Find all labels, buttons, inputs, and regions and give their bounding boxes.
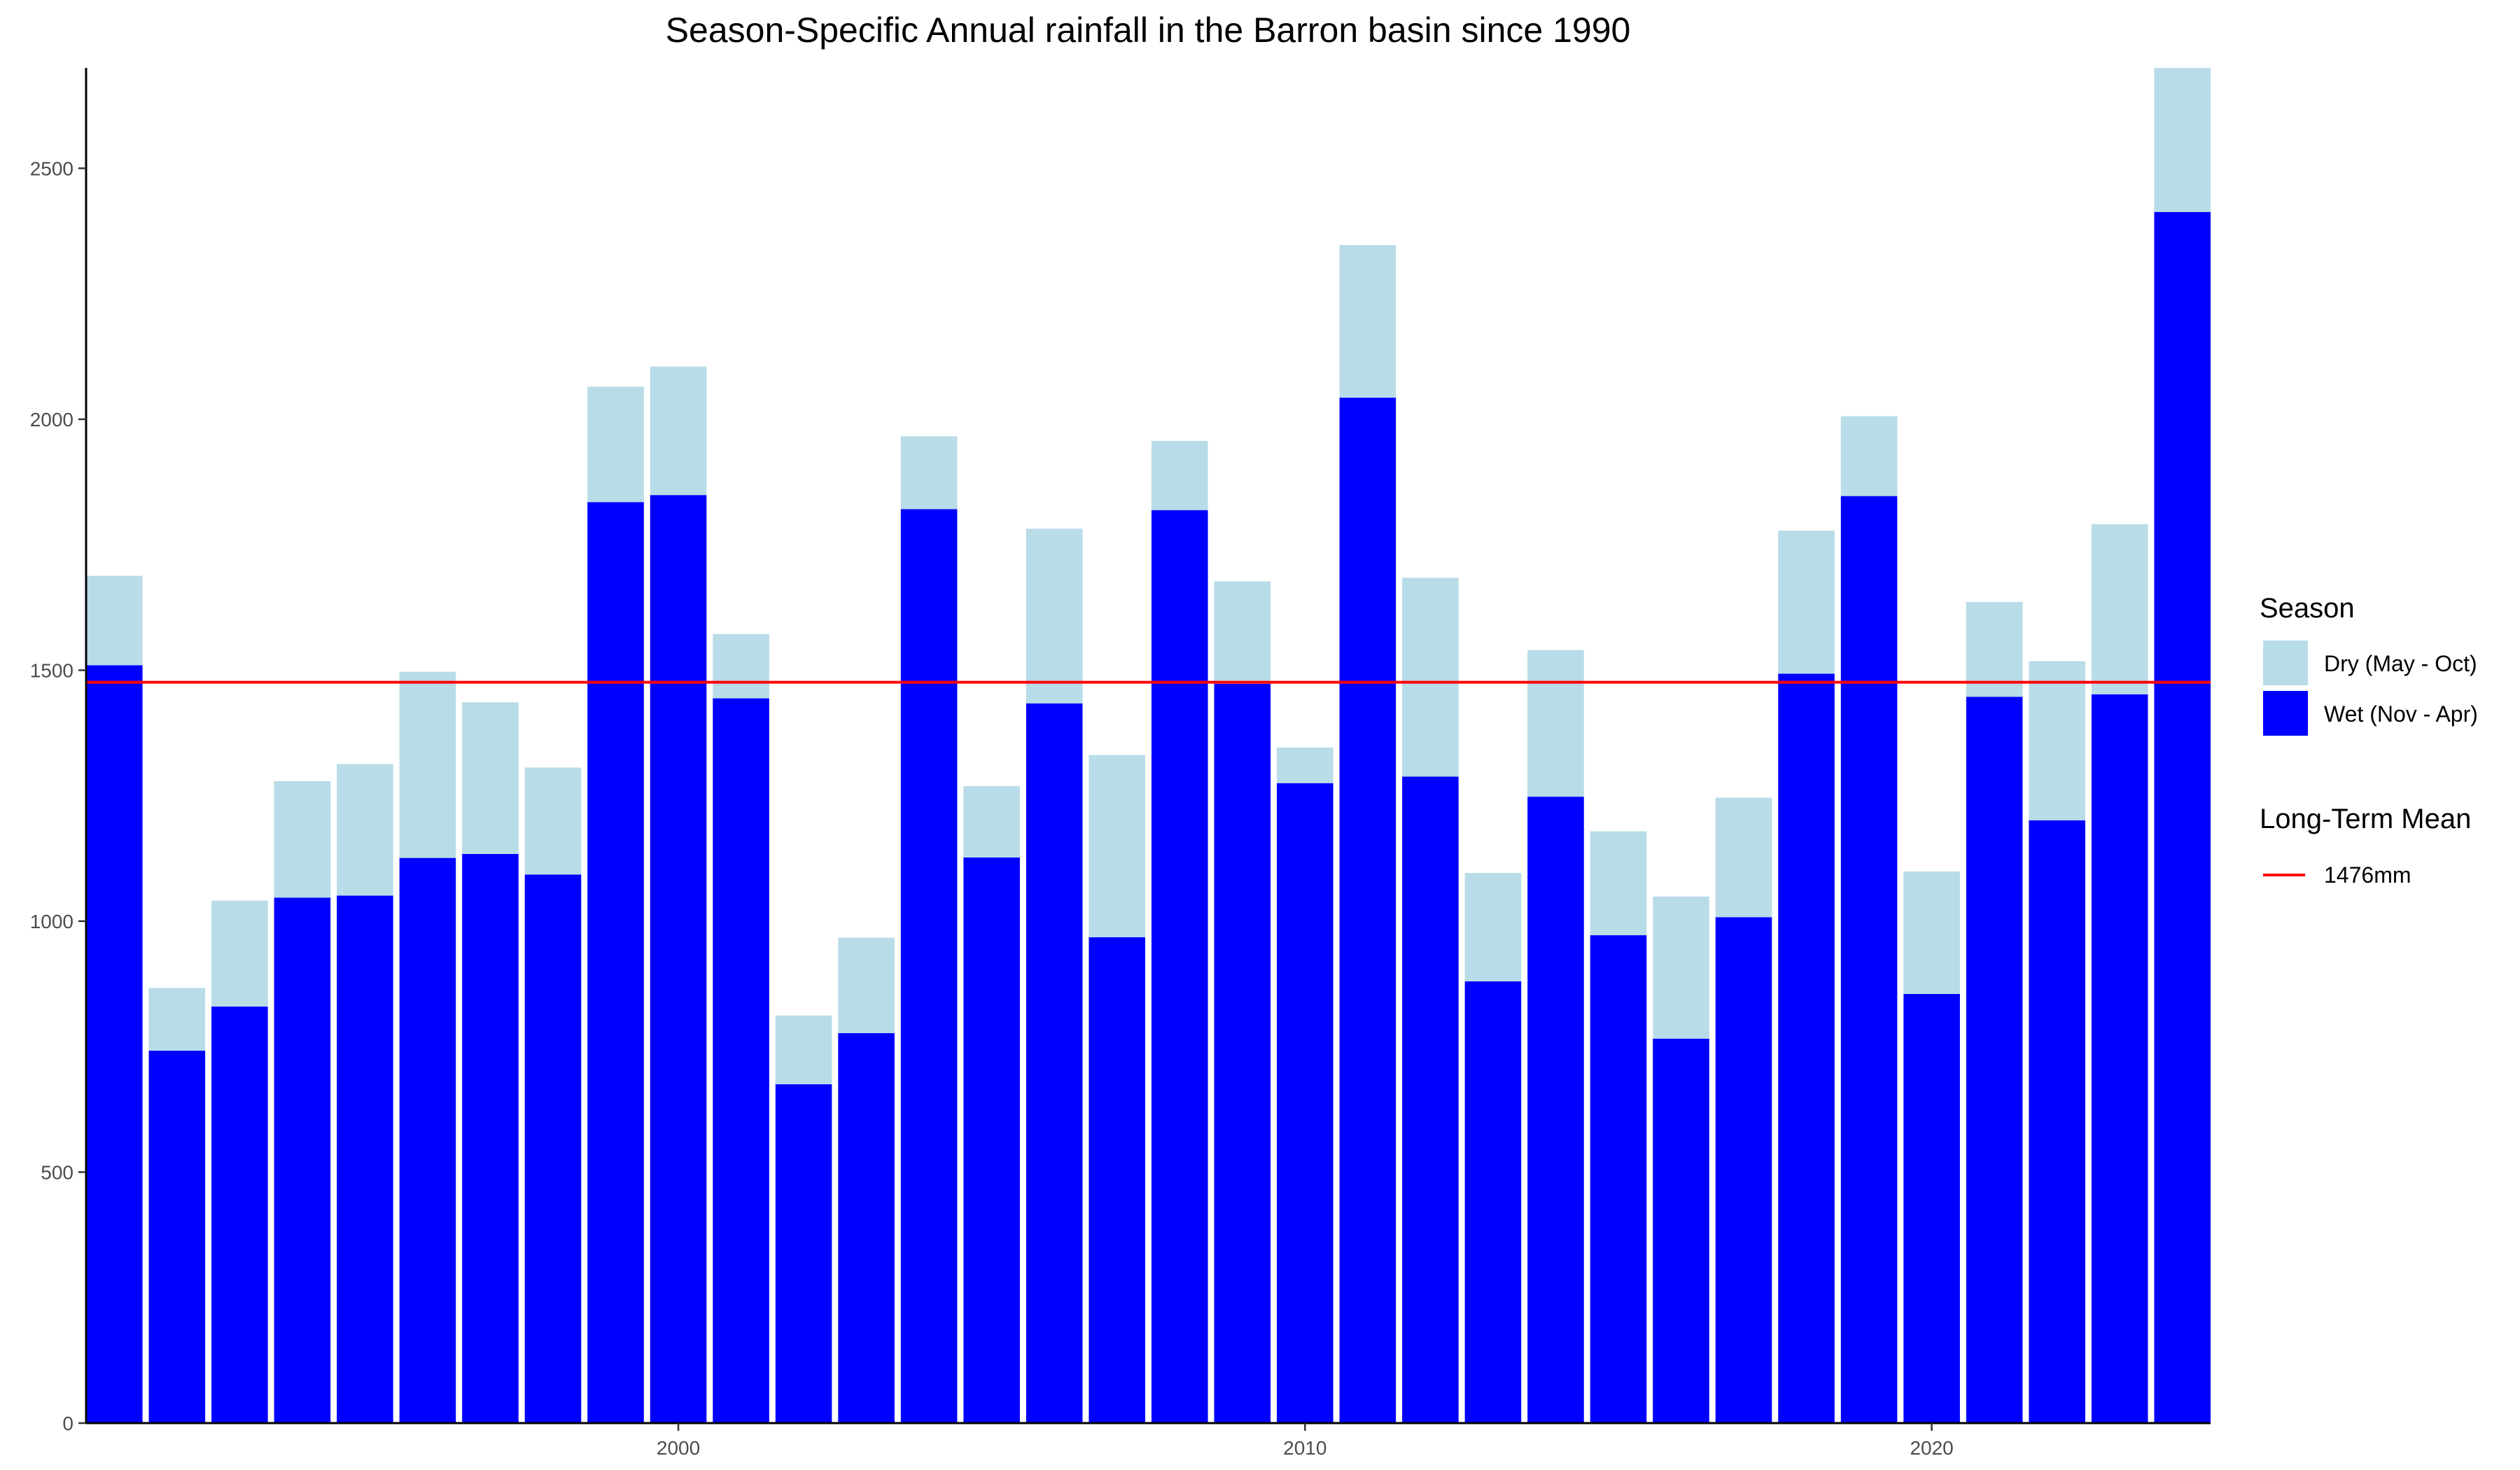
- bar-wet-2021: [1966, 696, 2023, 1423]
- legend: Season Dry (May - Oct) Wet (Nov - Apr) Long…: [2260, 593, 2478, 888]
- bar-dry-2018: [1778, 531, 1835, 674]
- bar-dry-2002: [775, 1015, 832, 1084]
- bar-dry-2015: [1590, 831, 1647, 936]
- bar-wet-2014: [1527, 797, 1584, 1423]
- bar-dry-2022: [2029, 661, 2085, 820]
- bar-wet-2022: [2029, 820, 2085, 1423]
- bar-wet-2016: [1653, 1038, 1709, 1423]
- bar-dry-2003: [838, 937, 895, 1033]
- bar-wet-2003: [838, 1032, 895, 1423]
- bar-wet-1997: [462, 853, 519, 1423]
- bar-wet-1994: [274, 897, 331, 1423]
- bar-dry-2024: [2154, 68, 2211, 212]
- y-tick-label-1500: 1500: [30, 659, 74, 681]
- bars-layer: [86, 68, 2211, 1423]
- bar-wet-2012: [1402, 776, 1459, 1423]
- bar-wet-1999: [587, 502, 644, 1423]
- bar-dry-2020: [1903, 871, 1960, 994]
- legend-title-mean: Long-Term Mean: [2260, 804, 2471, 834]
- bar-wet-2015: [1590, 935, 1647, 1423]
- y-tick-label-2000: 2000: [30, 409, 74, 430]
- bar-dry-2013: [1464, 873, 1522, 982]
- bar-wet-1998: [524, 874, 582, 1423]
- bar-wet-2024: [2154, 211, 2211, 1423]
- bar-wet-2008: [1151, 510, 1208, 1423]
- bar-dry-2016: [1653, 896, 1709, 1039]
- bar-dry-2011: [1339, 245, 1396, 398]
- bar-dry-1999: [587, 386, 644, 503]
- bar-wet-2018: [1778, 673, 1835, 1423]
- y-tick-label-0: 0: [62, 1413, 74, 1434]
- bar-dry-1994: [274, 780, 331, 898]
- bar-wet-2013: [1464, 981, 1522, 1423]
- y-tick-label-2500: 2500: [30, 158, 74, 179]
- bar-wet-2011: [1339, 398, 1396, 1423]
- bar-dry-1991: [86, 575, 143, 666]
- bar-wet-2001: [713, 698, 769, 1423]
- y-tick-label-500: 500: [41, 1161, 74, 1183]
- bar-dry-2008: [1151, 440, 1208, 510]
- bar-dry-2023: [2091, 524, 2148, 694]
- x-tick-label-2020: 2020: [1910, 1437, 1953, 1459]
- y-tick-label-1000: 1000: [30, 911, 74, 932]
- legend-key-dry: [2263, 640, 2308, 685]
- bar-dry-1992: [148, 988, 206, 1051]
- axes-layer: 0 500 1000 1500 2000 2500 2000 2010 2020: [30, 68, 2211, 1459]
- x-tick-label-2000: 2000: [657, 1437, 700, 1459]
- x-tick-label-2010: 2010: [1283, 1437, 1326, 1459]
- bar-wet-2017: [1715, 917, 1772, 1423]
- bar-wet-2005: [963, 857, 1020, 1423]
- bar-dry-2012: [1402, 578, 1459, 777]
- bar-wet-2006: [1026, 703, 1083, 1423]
- bar-dry-2014: [1527, 650, 1584, 797]
- bar-dry-1997: [462, 702, 519, 854]
- bar-dry-2017: [1715, 797, 1772, 918]
- bar-dry-2019: [1840, 416, 1898, 496]
- bar-wet-2010: [1277, 783, 1334, 1423]
- bar-dry-2007: [1088, 755, 1146, 937]
- bar-dry-1995: [337, 764, 393, 896]
- bar-dry-2001: [713, 634, 769, 699]
- bar-wet-2023: [2091, 694, 2148, 1423]
- legend-title-season: Season: [2260, 593, 2355, 624]
- bar-dry-1998: [524, 767, 582, 875]
- bar-wet-1993: [211, 1006, 268, 1423]
- bar-wet-1991: [86, 665, 143, 1423]
- bar-wet-2000: [650, 495, 707, 1423]
- bar-dry-2009: [1214, 581, 1271, 684]
- bar-wet-2007: [1088, 937, 1146, 1423]
- bar-dry-2004: [900, 436, 958, 510]
- bar-dry-1993: [211, 900, 268, 1007]
- bar-dry-1996: [399, 671, 456, 858]
- bar-wet-2004: [900, 509, 958, 1423]
- bar-wet-1996: [399, 858, 456, 1423]
- plot-area: 0 500 1000 1500 2000 2500 2000 2010 2020: [30, 68, 2211, 1459]
- legend-label-wet: Wet (Nov - Apr): [2324, 701, 2478, 727]
- bar-wet-2019: [1840, 496, 1898, 1423]
- bar-wet-1992: [148, 1050, 206, 1423]
- legend-key-wet: [2263, 691, 2308, 736]
- chart-title: Season-Specific Annual rainfall in the B…: [666, 10, 1631, 50]
- bar-wet-2009: [1214, 683, 1271, 1423]
- bar-dry-2006: [1026, 528, 1083, 704]
- bar-dry-2000: [650, 366, 707, 496]
- legend-label-dry: Dry (May - Oct): [2324, 651, 2477, 676]
- bar-wet-2002: [775, 1084, 832, 1423]
- legend-label-mean: 1476mm: [2324, 862, 2412, 888]
- bar-dry-2010: [1277, 747, 1334, 783]
- bar-wet-1995: [337, 895, 393, 1423]
- bar-wet-2020: [1903, 993, 1960, 1423]
- bar-dry-2005: [963, 786, 1020, 858]
